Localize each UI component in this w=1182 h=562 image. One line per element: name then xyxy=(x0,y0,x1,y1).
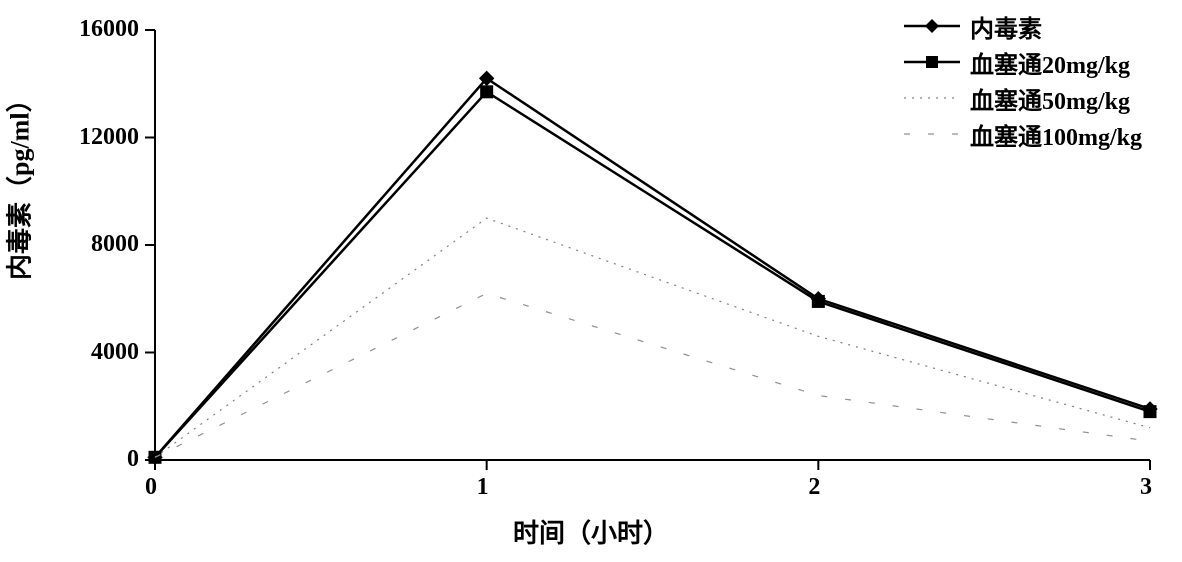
legend: 内毒素血塞通20mg/kg血塞通50mg/kg血塞通100mg/kg xyxy=(902,8,1142,152)
x-tick-label: 1 xyxy=(477,474,489,501)
legend-swatch xyxy=(902,50,962,74)
y-tick-label: 4000 xyxy=(49,339,139,366)
legend-label: 血塞通100mg/kg xyxy=(970,117,1142,152)
x-tick-label: 0 xyxy=(145,474,157,501)
legend-label: 内毒素 xyxy=(970,9,1042,44)
y-tick-label: 16000 xyxy=(49,16,139,43)
legend-item: 血塞通20mg/kg xyxy=(902,44,1142,80)
legend-swatch xyxy=(902,122,962,146)
legend-item: 血塞通50mg/kg xyxy=(902,80,1142,116)
x-tick-label: 2 xyxy=(808,474,820,501)
chart-container: 内毒素（pg/ml） 时间（小时） 内毒素血塞通20mg/kg血塞通50mg/k… xyxy=(0,0,1182,562)
y-axis-label: 内毒素（pg/ml） xyxy=(0,86,37,280)
x-axis-label: 时间（小时） xyxy=(513,513,669,550)
legend-label: 血塞通20mg/kg xyxy=(970,45,1130,80)
y-tick-label: 12000 xyxy=(49,124,139,151)
legend-item: 血塞通100mg/kg xyxy=(902,116,1142,152)
legend-swatch xyxy=(902,86,962,110)
x-tick-label: 3 xyxy=(1140,474,1152,501)
legend-swatch xyxy=(902,14,962,38)
y-tick-label: 8000 xyxy=(49,231,139,258)
legend-label: 血塞通50mg/kg xyxy=(970,81,1130,116)
legend-item: 内毒素 xyxy=(902,8,1142,44)
y-tick-label: 0 xyxy=(49,446,139,473)
